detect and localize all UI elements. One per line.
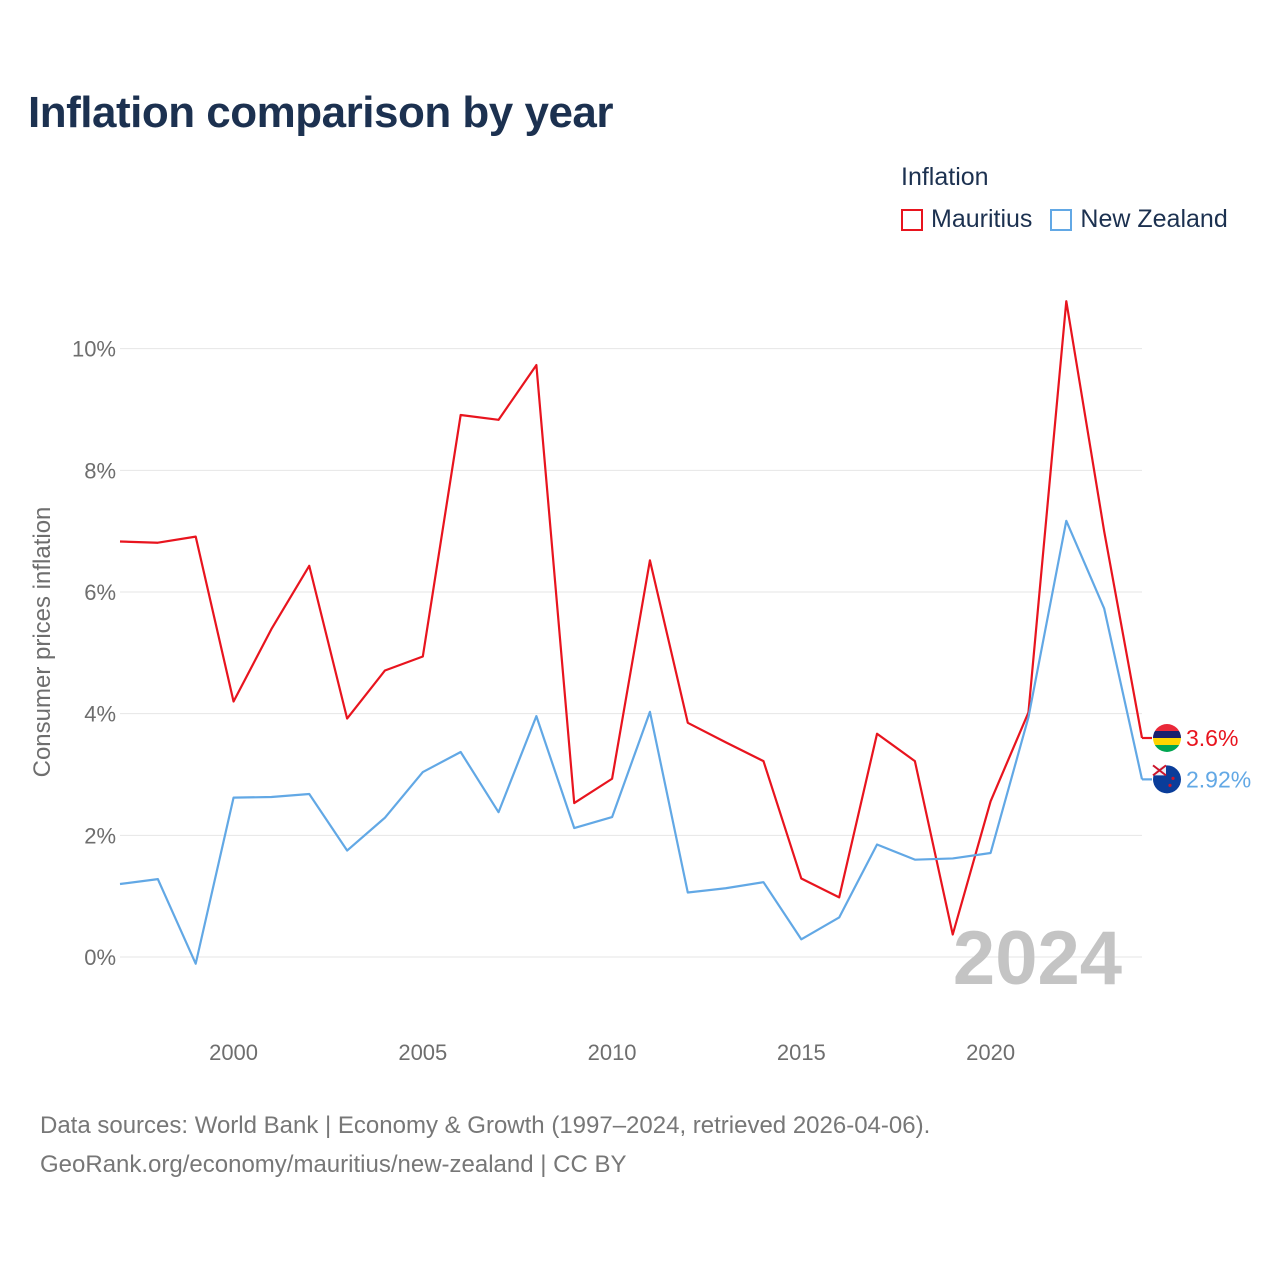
y-axis-ticks: 0% 2% 4% 6% 8% 10% xyxy=(72,337,116,970)
series-line-new-zealand[interactable] xyxy=(119,519,1144,965)
end-markers: 3.6% 2.92% xyxy=(1142,724,1251,794)
y-tick-label: 10% xyxy=(72,337,116,362)
legend-label-mauritius: Mauritius xyxy=(931,205,1033,233)
x-tick-label: 2020 xyxy=(966,1040,1015,1065)
chart-title: Inflation comparison by year xyxy=(28,88,614,137)
end-label-mauritius: 3.6% xyxy=(1186,725,1238,751)
legend-item-new-zealand[interactable]: New Zealand xyxy=(1050,205,1228,234)
year-watermark: 2024 xyxy=(953,916,1122,1001)
gridlines xyxy=(120,348,1142,958)
y-tick-label: 4% xyxy=(84,702,116,727)
line-chart: 0% 2% 4% 6% 8% 10% 2000 2005 2010 2015 2020 Consu… xyxy=(29,300,1251,1065)
end-label-new-zealand: 2.92% xyxy=(1186,766,1251,792)
series-lines xyxy=(119,300,1144,965)
source-line-1: Data sources: World Bank | Economy & Gro… xyxy=(40,1112,931,1139)
y-tick-label: 0% xyxy=(84,945,116,970)
legend-item-mauritius[interactable]: Mauritius xyxy=(901,205,1032,234)
source-line-2[interactable]: GeoRank.org/economy/mauritius/new-zealan… xyxy=(40,1151,627,1178)
x-tick-label: 2000 xyxy=(209,1040,258,1065)
series-line-mauritius[interactable] xyxy=(119,300,1144,936)
x-tick-label: 2010 xyxy=(588,1040,637,1065)
legend-title: Inflation xyxy=(901,163,989,191)
x-tick-label: 2015 xyxy=(777,1040,826,1065)
legend-swatch-new-zealand xyxy=(1050,208,1073,231)
flag-icon-new-zealand xyxy=(1152,764,1181,794)
y-tick-label: 8% xyxy=(84,458,116,483)
x-axis-ticks: 2000 2005 2010 2015 2020 xyxy=(209,1040,1015,1065)
y-tick-label: 6% xyxy=(84,580,116,605)
legend: Mauritius New Zealand xyxy=(901,205,1246,234)
legend-swatch-mauritius xyxy=(901,208,923,231)
legend-label-new-zealand: New Zealand xyxy=(1080,205,1228,233)
y-axis-label: Consumer prices inflation xyxy=(29,507,56,778)
flag-icon-mauritius xyxy=(1153,724,1181,752)
x-tick-label: 2005 xyxy=(398,1040,447,1065)
data-source-note: Data sources: World Bank | Economy & Gro… xyxy=(40,1106,930,1184)
y-tick-label: 2% xyxy=(84,823,116,848)
